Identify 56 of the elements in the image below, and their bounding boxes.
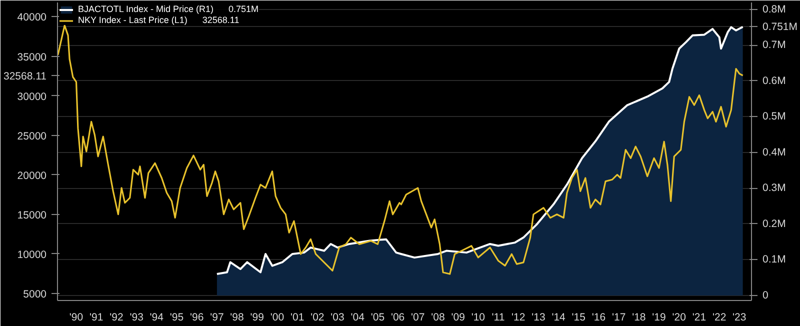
x-tick-label: '13: [532, 312, 546, 324]
x-tick-label: '20: [672, 312, 686, 324]
x-tick-label: '94: [150, 312, 164, 324]
y2-tick-label: 0.6M: [762, 74, 786, 87]
y2-tick-label: 0.1M: [762, 254, 786, 266]
y2-tick-label: 0.8M: [762, 3, 786, 16]
x-tick-label: '14: [552, 312, 566, 324]
x-tick-label: '00: [270, 312, 284, 324]
x-tick-label: '96: [190, 312, 204, 324]
y2-tick-label: 0.4M: [762, 146, 786, 158]
y2-tick-label: 0.2M: [762, 218, 786, 230]
x-tick-label: '93: [130, 312, 144, 324]
y-tick-label: 20000: [17, 170, 47, 182]
y-tick-label: 15000: [17, 209, 47, 222]
x-tick-label: '19: [652, 312, 666, 324]
y2-tick-label: 0.751M: [762, 20, 798, 33]
x-tick-label: '01: [290, 312, 304, 324]
x-tick-label: '12: [512, 312, 526, 324]
x-tick-label: '09: [451, 312, 466, 324]
x-tick-label: '16: [592, 312, 606, 324]
y-tick-label: 5000: [23, 288, 47, 301]
y2-tick-label: 0.5M: [762, 110, 786, 123]
x-tick-label: '22: [712, 312, 726, 324]
y-tick-label: 25000: [17, 130, 47, 142]
x-tick-label: '23: [732, 312, 746, 324]
y-tick-label: 40000: [17, 12, 47, 24]
y-tick-label: 30000: [17, 90, 47, 103]
y2-tick-label: 0: [762, 289, 768, 302]
x-tick-label: '11: [492, 312, 505, 324]
y-tick-label: 35000: [17, 51, 47, 64]
x-tick-label: '03: [330, 312, 344, 324]
x-tick-label: '07: [411, 312, 425, 324]
line-series: [58, 24, 744, 275]
x-tick-label: '21: [692, 312, 706, 324]
x-tick-label: '02: [310, 312, 324, 324]
x-tick-label: '98: [230, 312, 244, 324]
x-tick-label: '91: [90, 312, 104, 324]
y-tick-label: 32568.11: [3, 70, 47, 83]
y2-tick-label: 0.3M: [762, 182, 786, 194]
x-tick-label: '04: [350, 312, 365, 324]
y-tick-label: 10000: [17, 248, 47, 261]
x-tick-label: '92: [110, 312, 124, 324]
x-tick-label: '18: [632, 312, 646, 324]
x-tick-label: '90: [69, 312, 84, 324]
x-tick-label: '10: [471, 312, 486, 324]
legend-label: BJACTOTL Index - Mid Price (R1) 0.751M: [78, 4, 259, 14]
x-tick-label: '08: [431, 312, 446, 324]
x-tick-label: '95: [170, 312, 184, 324]
x-tick-label: '05: [370, 312, 385, 324]
x-tick-label: '15: [572, 312, 586, 324]
series-label: NKY Index - Last Price (L1) 32568.11: [78, 15, 240, 25]
x-tick-label: '97: [210, 312, 224, 324]
y2-tick-label: 0.7M: [762, 39, 786, 52]
x-tick-label: '17: [612, 312, 626, 324]
x-tick-label: '06: [390, 312, 405, 324]
x-tick-label: '99: [250, 312, 264, 324]
